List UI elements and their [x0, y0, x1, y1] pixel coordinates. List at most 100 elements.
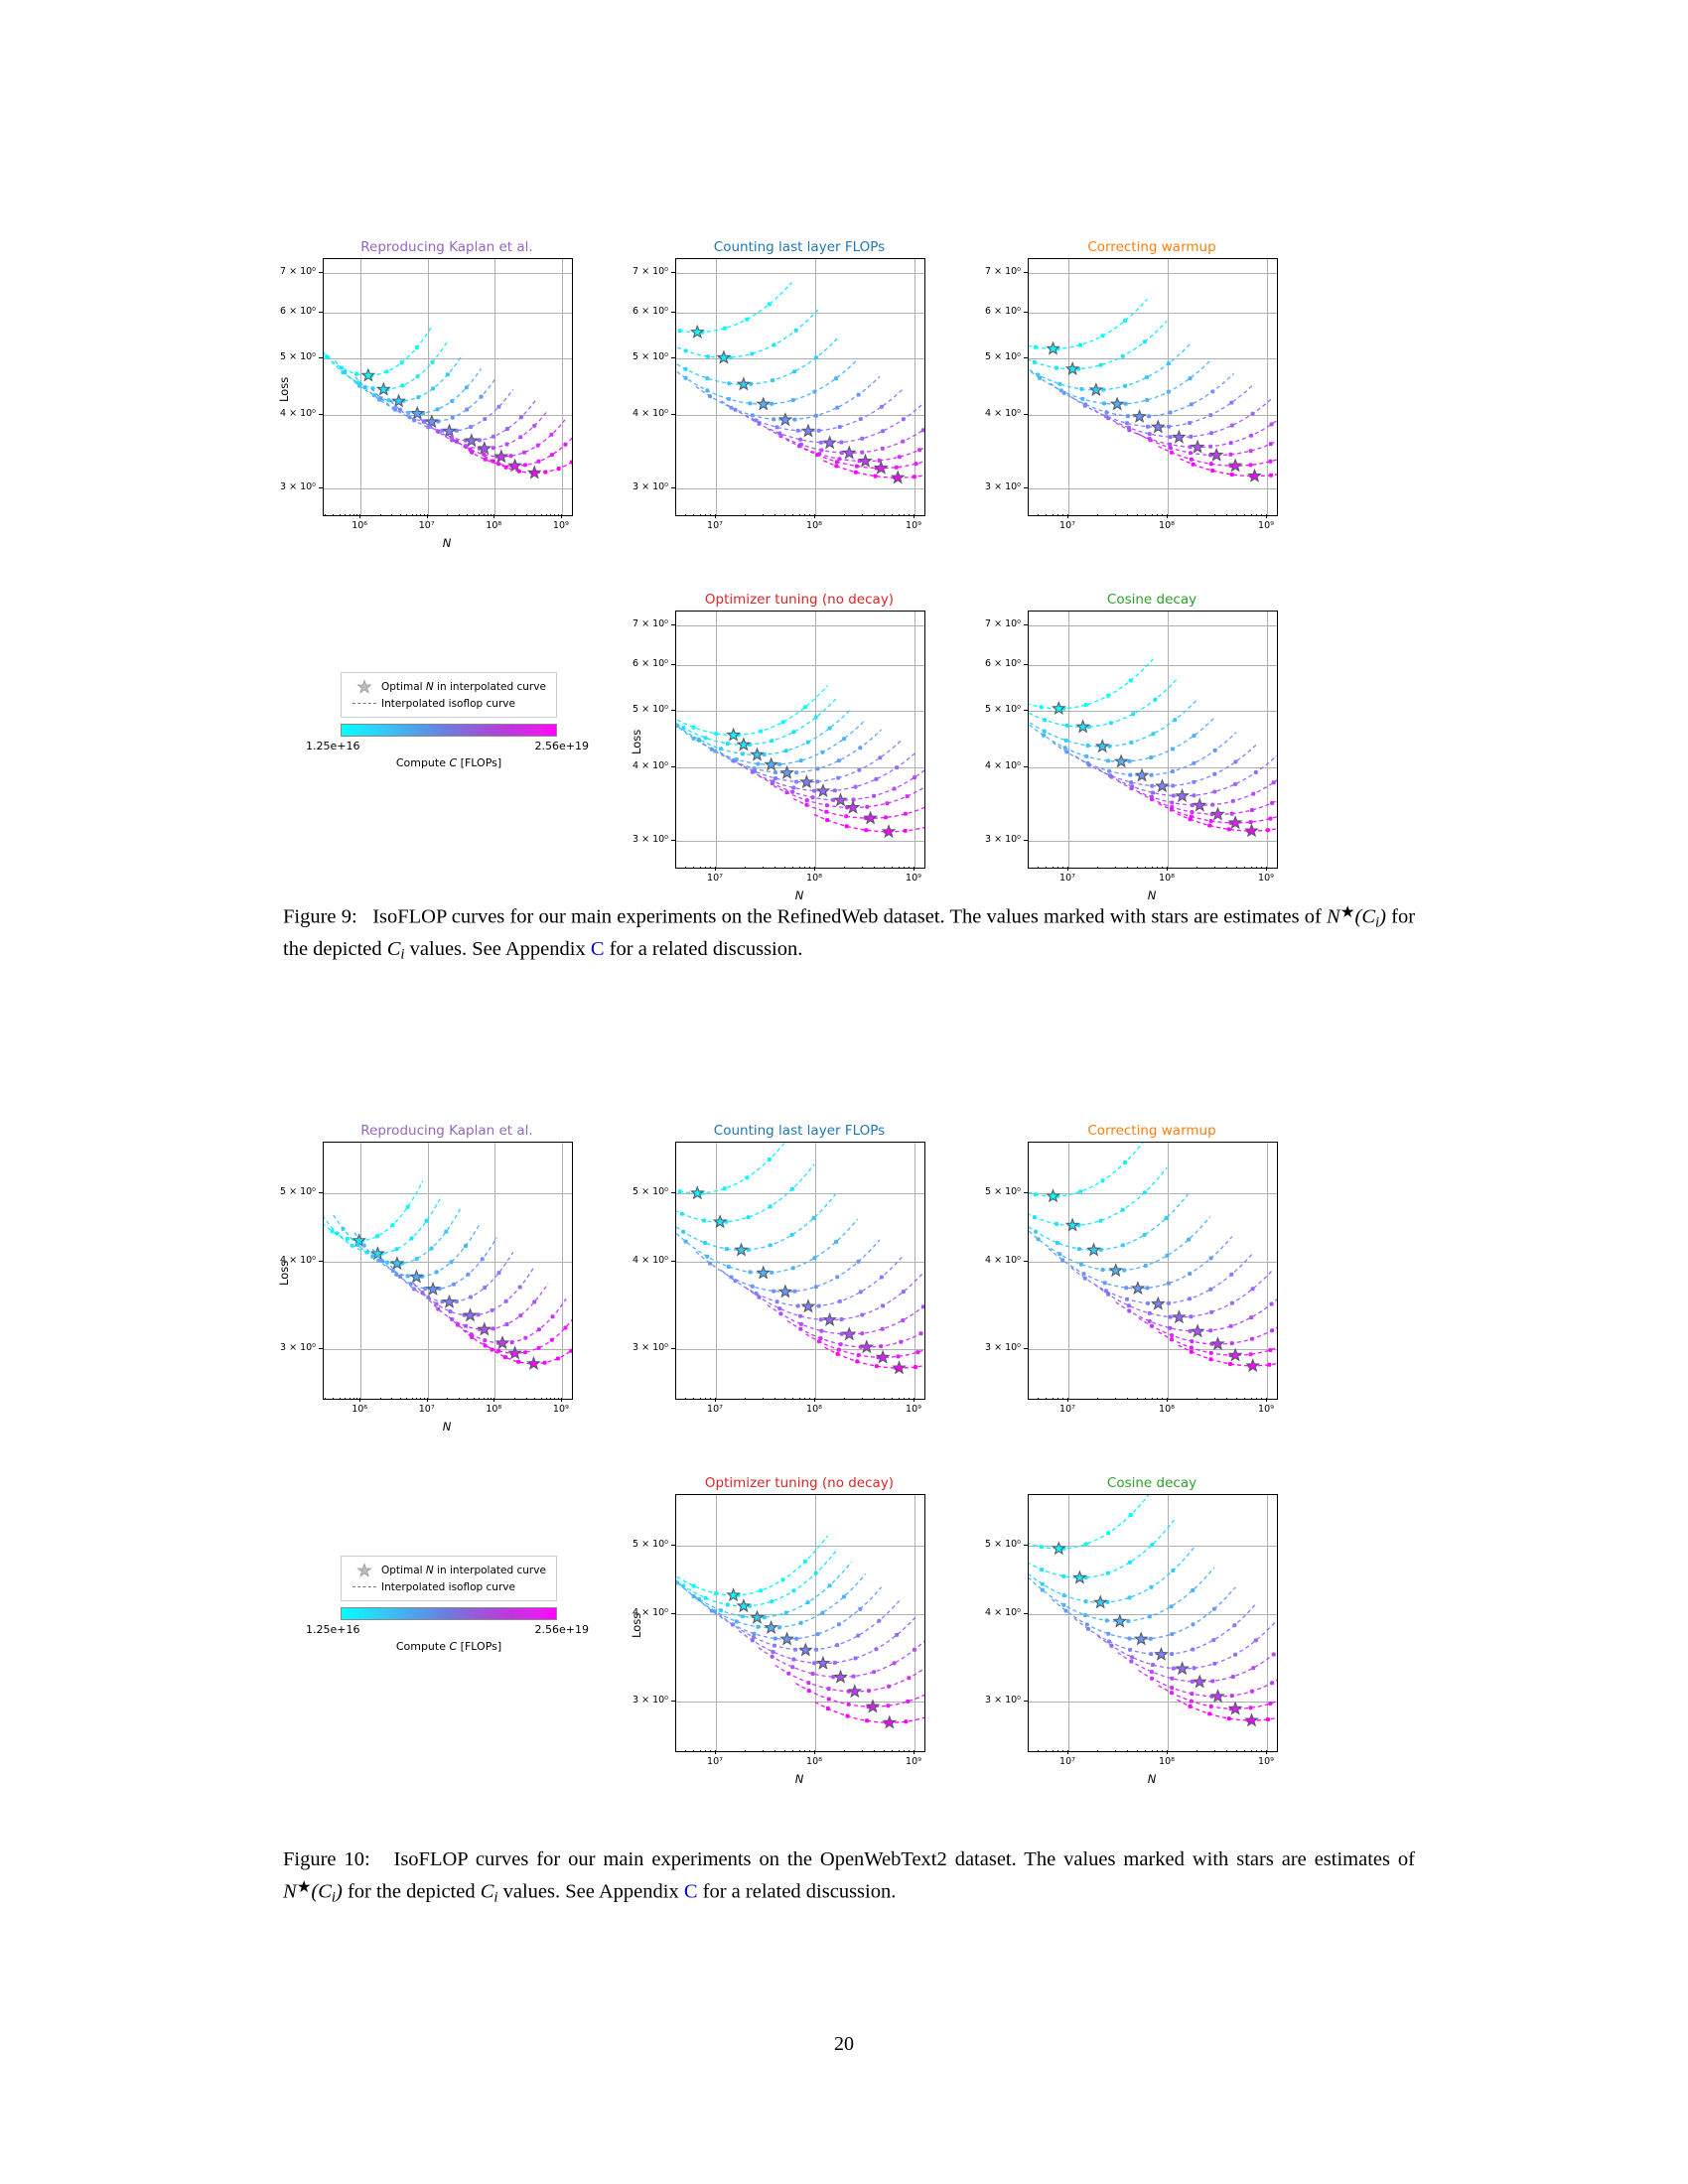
run-marker — [1212, 771, 1217, 776]
gridline-vertical — [815, 612, 816, 868]
run-marker — [794, 770, 799, 775]
run-marker — [444, 1229, 449, 1234]
optimal-n-star — [1172, 429, 1187, 444]
run-marker — [445, 372, 450, 377]
run-marker — [491, 446, 495, 451]
run-marker — [1164, 1216, 1169, 1220]
run-marker — [681, 1229, 686, 1234]
run-marker — [832, 1660, 837, 1665]
run-marker — [1147, 414, 1152, 419]
run-marker — [385, 1260, 389, 1265]
run-marker — [1271, 780, 1276, 785]
x-minor-tick — [1144, 867, 1146, 869]
optimal-n-star — [1227, 458, 1243, 473]
run-marker — [1208, 444, 1213, 449]
run-marker — [1230, 1675, 1235, 1679]
run-marker — [683, 348, 688, 353]
plot-panel: Optimizer tuning (no decay) 5 × 10⁰ 4 × 10… — [630, 1475, 925, 1796]
run-marker — [825, 818, 830, 822]
run-marker — [791, 1657, 796, 1662]
x-minor-tick — [1045, 514, 1047, 516]
isoflop-curve — [697, 1586, 883, 1640]
x-minor-tick — [710, 514, 712, 516]
run-marker — [549, 453, 554, 458]
isoflop-curve — [1029, 342, 1192, 391]
run-marker — [1128, 772, 1133, 777]
run-marker — [1270, 1328, 1275, 1333]
optimal-n-star — [750, 1609, 765, 1624]
optimal-n-star — [798, 774, 814, 789]
optimal-n-star — [815, 1655, 831, 1670]
x-minor-tick — [745, 867, 747, 869]
run-marker — [469, 425, 473, 429]
gridline-horizontal — [676, 1192, 924, 1194]
plot-panel: Reproducing Kaplan et al. 7 × 10⁰ 6 × 10⁰ 5… — [277, 239, 573, 560]
optimal-n-star — [1247, 468, 1262, 482]
run-marker — [793, 328, 798, 333]
run-marker — [790, 1665, 795, 1670]
gridline-horizontal — [676, 711, 924, 713]
run-marker — [705, 376, 710, 381]
run-marker — [1212, 1661, 1217, 1666]
run-marker — [399, 360, 404, 365]
run-marker — [1125, 1297, 1129, 1301]
x-tick-mark — [715, 1398, 716, 1402]
run-marker — [569, 1348, 572, 1353]
run-marker — [1232, 1623, 1237, 1628]
run-marker — [1270, 1681, 1275, 1686]
run-marker — [1102, 1281, 1107, 1286]
y-tick-mark — [671, 840, 675, 842]
run-marker — [907, 1676, 912, 1681]
y-tick-mark — [671, 311, 675, 313]
x-minor-tick — [874, 514, 876, 516]
run-marker — [773, 1643, 776, 1648]
run-marker — [1122, 1268, 1127, 1273]
run-marker — [877, 458, 882, 463]
x-minor-tick — [339, 514, 341, 516]
x-minor-tick — [1261, 1398, 1263, 1400]
caption-math-n: N — [1327, 905, 1340, 928]
appendix-link[interactable]: C — [683, 1880, 698, 1903]
y-tick-mark — [671, 710, 675, 712]
x-minor-tick — [491, 1398, 492, 1400]
run-marker — [705, 354, 710, 359]
run-marker — [1210, 469, 1215, 473]
appendix-link[interactable]: C — [590, 938, 605, 961]
run-marker — [435, 407, 440, 412]
run-marker — [727, 381, 732, 386]
optimal-n-star — [1113, 753, 1129, 768]
x-minor-tick — [1243, 514, 1245, 516]
x-minor-tick — [554, 1398, 556, 1400]
run-marker — [853, 784, 858, 789]
run-marker — [1128, 1560, 1132, 1565]
x-tick-label: 10⁸ — [806, 520, 822, 531]
run-marker — [813, 413, 818, 418]
x-tick-label: 10⁹ — [906, 1404, 921, 1415]
x-minor-tick — [1057, 1750, 1059, 1752]
run-marker — [920, 1304, 924, 1309]
run-marker — [1189, 402, 1194, 407]
isoflop-curve — [1138, 1669, 1277, 1698]
y-tick-label: 3 × 10⁰ — [280, 481, 316, 493]
optimal-n-star — [833, 1669, 848, 1684]
run-marker — [1061, 1602, 1066, 1607]
caption-math-paren-open: (C — [311, 1880, 332, 1903]
run-marker — [1078, 1262, 1083, 1267]
gridline-horizontal — [676, 1545, 924, 1547]
isoflop-curves — [324, 325, 572, 479]
run-marker — [1188, 817, 1193, 822]
run-marker — [757, 421, 762, 426]
run-marker — [408, 1282, 413, 1287]
isoflop-curve — [483, 1342, 572, 1365]
optimal-n-star — [845, 799, 861, 814]
run-marker — [1128, 1647, 1133, 1652]
run-marker — [714, 1591, 719, 1596]
plot-axes — [675, 1142, 925, 1400]
run-marker — [1248, 1706, 1253, 1710]
optimal-n-star — [822, 435, 838, 450]
x-tick-label: 10⁸ — [1159, 520, 1175, 531]
run-marker — [1143, 1264, 1148, 1268]
run-marker — [783, 1610, 788, 1615]
x-minor-tick — [391, 514, 393, 516]
run-marker — [1034, 344, 1038, 349]
